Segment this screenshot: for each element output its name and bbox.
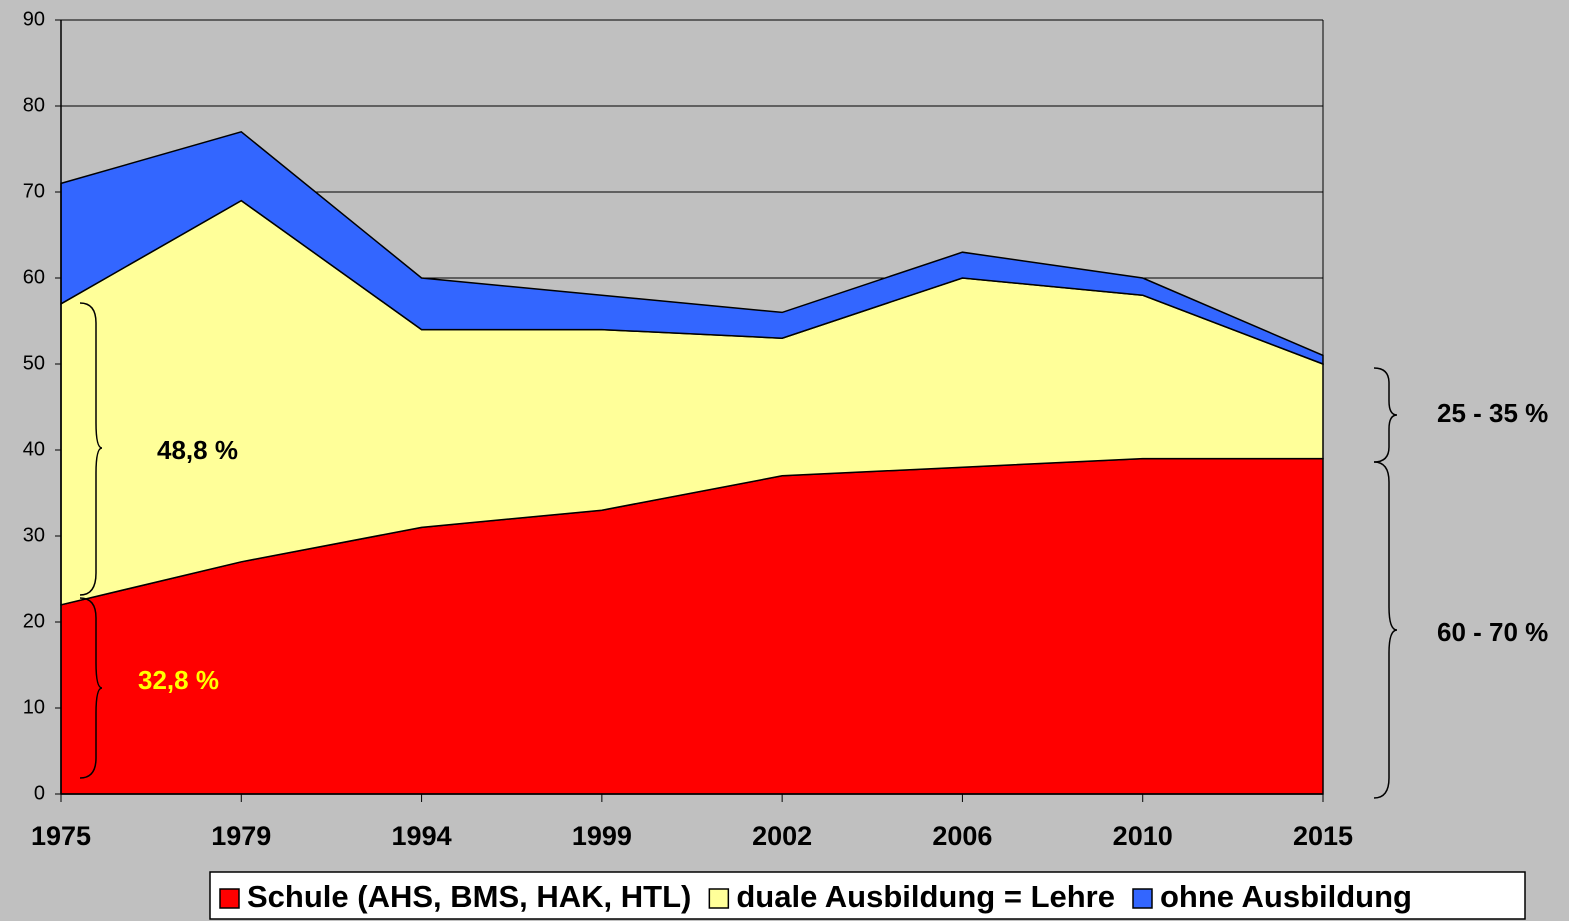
y-tick-label: 80 xyxy=(23,94,45,116)
brace xyxy=(1373,461,1398,799)
y-tick-label: 20 xyxy=(23,610,45,632)
legend-marker xyxy=(219,888,240,909)
annotation: 48,8 % xyxy=(157,435,238,465)
annotation: 60 - 70 % xyxy=(1437,617,1548,647)
x-tick-label: 1999 xyxy=(572,821,632,851)
annotation: 32,8 % xyxy=(138,665,219,695)
y-tick-label: 30 xyxy=(23,524,45,546)
legend-label: Schule (AHS, BMS, HAK, HTL) xyxy=(247,879,691,914)
x-tick-label: 1979 xyxy=(211,821,271,851)
x-tick-label: 2002 xyxy=(752,821,812,851)
y-tick-label: 10 xyxy=(23,696,45,718)
brace xyxy=(79,597,103,779)
legend xyxy=(209,871,1526,920)
y-tick-label: 90 xyxy=(23,8,45,30)
y-tick-label: 50 xyxy=(23,352,45,374)
annotation: 25 - 35 % xyxy=(1437,398,1548,428)
x-tick-label: 1994 xyxy=(392,821,452,851)
y-tick-label: 70 xyxy=(23,180,45,202)
plot-area xyxy=(60,19,1324,795)
legend-marker xyxy=(708,888,730,909)
x-tick-label: 2006 xyxy=(932,821,992,851)
x-tick-label: 2010 xyxy=(1113,821,1173,851)
x-tick-label: 2015 xyxy=(1293,821,1353,851)
y-tick-label: 60 xyxy=(23,266,45,288)
legend-label: ohne Ausbildung xyxy=(1160,879,1412,914)
brace xyxy=(1373,367,1398,463)
legend-marker xyxy=(1132,888,1153,909)
y-tick-label: 40 xyxy=(23,438,45,460)
legend-label: duale Ausbildung = Lehre xyxy=(736,879,1115,914)
brace xyxy=(79,302,103,596)
y-tick-label: 0 xyxy=(34,782,45,804)
x-tick-label: 1975 xyxy=(31,821,91,851)
